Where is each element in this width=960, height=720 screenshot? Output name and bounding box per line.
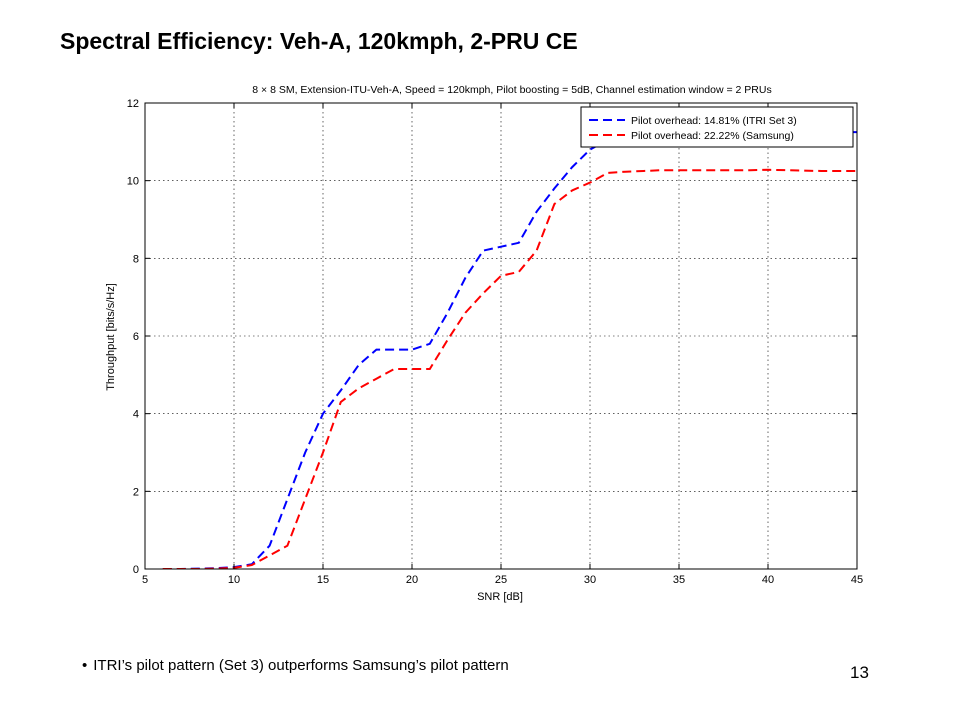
chart-title: 8 × 8 SM, Extension-ITU-Veh-A, Speed = 1… <box>252 84 771 96</box>
y-tick-label: 6 <box>133 331 139 343</box>
bullet-point: • ITRI’s pilot pattern (Set 3) outperform… <box>82 657 509 674</box>
y-tick-label: 0 <box>133 564 139 576</box>
bullet-dot-icon: • <box>82 657 88 674</box>
bullet-text: ITRI’s pilot pattern (Set 3) outperforms… <box>93 657 509 674</box>
legend-label-1: Pilot overhead: 14.81% (ITRI Set 3) <box>631 115 797 127</box>
y-tick-label: 8 <box>133 253 139 265</box>
y-axis-label: Throughput [bits/s/Hz] <box>105 283 117 391</box>
x-tick-label: 10 <box>228 574 240 586</box>
x-tick-label: 35 <box>673 574 685 586</box>
x-tick-label: 30 <box>584 574 596 586</box>
series-line-2 <box>162 168 857 569</box>
x-tick-label: 40 <box>762 574 774 586</box>
x-axis-label: SNR [dB] <box>477 591 523 603</box>
y-tick-label: 10 <box>127 176 139 188</box>
slide-title: Spectral Efficiency: Veh-A, 120kmph, 2-P… <box>60 28 578 54</box>
y-tick-label: 2 <box>133 486 139 498</box>
slide-number: 13 <box>850 663 869 682</box>
y-tick-label: 4 <box>133 409 139 421</box>
legend-label-2: Pilot overhead: 22.22% (Samsung) <box>631 130 794 142</box>
x-tick-label: 15 <box>317 574 329 586</box>
throughput-vs-snr-chart: 8 × 8 SM, Extension-ITU-Veh-A, Speed = 1… <box>105 84 863 603</box>
x-tick-label: 20 <box>406 574 418 586</box>
legend-box <box>580 106 854 148</box>
x-tick-label: 45 <box>851 574 863 586</box>
x-tick-label: 5 <box>142 574 148 586</box>
y-tick-label: 12 <box>127 98 139 110</box>
x-tick-label: 25 <box>495 574 507 586</box>
